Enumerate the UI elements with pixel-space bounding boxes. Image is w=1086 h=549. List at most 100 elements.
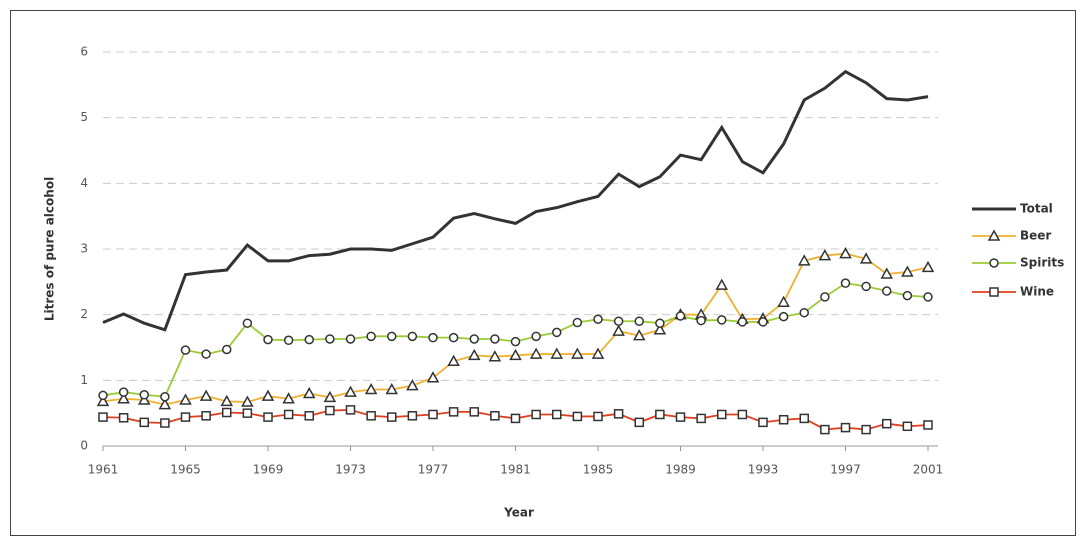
point (283, 335, 294, 346)
y-tick-label: 4 (80, 176, 88, 190)
point (302, 386, 316, 399)
x-tick-label: 1977 (418, 463, 449, 477)
point (634, 316, 644, 326)
point (901, 265, 914, 277)
point (839, 247, 852, 259)
point (717, 315, 727, 325)
point (222, 407, 232, 418)
point (653, 323, 667, 335)
point (593, 314, 603, 325)
point (675, 412, 686, 422)
point (510, 336, 521, 347)
x-tick-label: 1981 (500, 463, 531, 477)
point (447, 354, 460, 367)
point (696, 413, 706, 424)
y-axis-title: Litres of pure alcohol (43, 177, 57, 321)
point (820, 292, 830, 302)
point (345, 405, 356, 415)
point (531, 331, 541, 342)
point (366, 411, 376, 421)
point (778, 311, 789, 322)
point (387, 412, 397, 422)
point (552, 327, 562, 338)
x-tick-label: 1993 (748, 463, 779, 477)
point (242, 318, 253, 328)
x-tick-label: 1961 (88, 463, 119, 477)
point (118, 413, 129, 423)
y-tick-label: 1 (80, 373, 88, 387)
point (180, 412, 191, 422)
x-tick-label: 1969 (253, 463, 284, 477)
point (98, 390, 108, 401)
point (139, 417, 149, 428)
point (572, 317, 583, 328)
y-tick-label: 3 (80, 242, 88, 256)
point (385, 382, 399, 395)
point (180, 345, 191, 355)
y-tick-label: 2 (80, 307, 88, 321)
point (407, 411, 418, 421)
point (467, 348, 481, 361)
point (263, 412, 273, 422)
point (201, 349, 211, 359)
point (880, 267, 894, 279)
series-line (102, 69, 929, 332)
point (989, 287, 999, 297)
point (529, 347, 543, 359)
point (158, 398, 172, 410)
point (490, 411, 500, 421)
x-tick-label: 1989 (665, 463, 696, 477)
y-tick-label: 0 (80, 439, 88, 453)
point (407, 331, 418, 342)
point (98, 412, 108, 422)
point (488, 350, 502, 362)
point (840, 278, 851, 288)
point (428, 409, 438, 420)
point (717, 409, 727, 420)
point (426, 371, 440, 383)
point (345, 334, 356, 344)
point (364, 382, 378, 395)
point (366, 331, 376, 342)
point (283, 409, 294, 420)
point (201, 411, 211, 421)
point (675, 311, 686, 321)
point (655, 318, 665, 328)
x-tick-label: 1997 (830, 463, 861, 477)
point (861, 281, 871, 292)
point (840, 422, 851, 433)
point (737, 317, 748, 327)
point (987, 229, 1001, 241)
point (632, 329, 646, 341)
point (222, 344, 232, 355)
point (139, 390, 149, 400)
point (160, 418, 170, 428)
point (304, 411, 314, 421)
y-tick-label: 6 (80, 45, 88, 59)
point (490, 334, 500, 344)
point (160, 392, 170, 402)
point (758, 317, 768, 327)
point (882, 286, 892, 296)
point (613, 409, 624, 419)
point (469, 407, 479, 417)
point (325, 405, 335, 416)
point (406, 379, 419, 391)
point (282, 392, 295, 404)
point (820, 424, 830, 435)
point (634, 417, 644, 428)
point (304, 334, 314, 345)
point (387, 331, 397, 342)
legend-label: Wine (1020, 285, 1054, 299)
point (882, 418, 892, 429)
legend-label: Spirits (1020, 256, 1064, 270)
point (323, 390, 337, 403)
point (861, 424, 871, 435)
x-tick-label: 1973 (335, 463, 366, 477)
point (571, 347, 584, 359)
point (989, 258, 999, 268)
point (696, 315, 706, 326)
point (758, 417, 768, 428)
point (118, 387, 129, 397)
